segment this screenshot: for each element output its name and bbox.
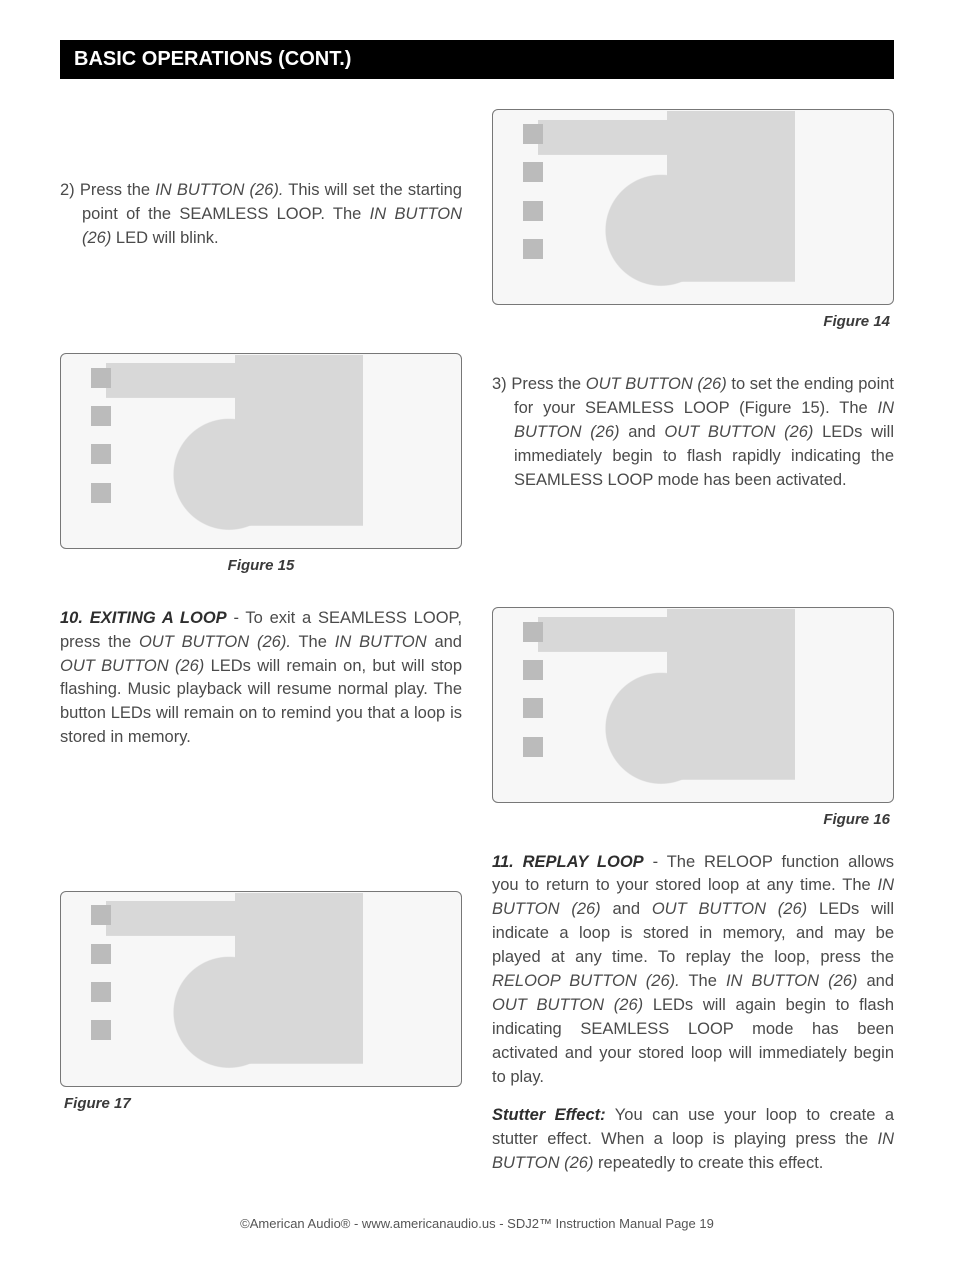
figure-17-container: Figure 17	[60, 851, 462, 1115]
footer-text: ©American Audio® - www.americanaudio.us …	[240, 1216, 714, 1231]
sec11-text: 11. REPLAY LOOP - The RELOOP function al…	[492, 851, 894, 1176]
sec10-text: 10. EXITING A LOOP - To exit a SEAMLESS …	[60, 607, 462, 751]
row-step2: 2) Press the IN BUTTON (26). This will s…	[60, 109, 894, 333]
section-title: BASIC OPERATIONS (CONT.)	[74, 48, 351, 70]
step3-prefix: 3)	[492, 375, 511, 393]
sec11-t5: and	[857, 972, 894, 990]
out-button-ref3: OUT BUTTON (26).	[139, 633, 291, 651]
out-button-ref6: OUT BUTTON (26)	[492, 996, 643, 1014]
page-footer: ©American Audio® - www.americanaudio.us …	[60, 1216, 894, 1231]
figure-15-image	[60, 353, 462, 549]
step3-t3: and	[620, 423, 665, 441]
sec11-lead: 11. REPLAY LOOP	[492, 853, 644, 871]
sec10-t3: and	[427, 633, 462, 651]
row-sec11: Figure 17 11. REPLAY LOOP - The RELOOP f…	[60, 851, 894, 1176]
stutter-t2: repeatedly to create this effect.	[593, 1154, 823, 1172]
reloop-button-ref: RELOOP BUTTON (26).	[492, 972, 680, 990]
sec10-t2: The	[291, 633, 335, 651]
section-header: BASIC OPERATIONS (CONT.)	[60, 40, 894, 79]
step2-t1: Press the	[80, 181, 155, 199]
figure-14-caption: Figure 14	[823, 311, 890, 333]
out-button-ref4: OUT BUTTON (26)	[60, 657, 204, 675]
in-button-ref4: IN BUTTON	[335, 633, 427, 651]
sec11-t2: and	[601, 900, 652, 918]
stutter-lead: Stutter Effect:	[492, 1106, 606, 1124]
sec11-t4: The	[680, 972, 726, 990]
figure-15-container: Figure 15	[60, 353, 462, 577]
figure-16-container: Figure 16	[492, 607, 894, 831]
in-button-ref: IN BUTTON (26).	[155, 181, 283, 199]
step3-text: 3) Press the OUT BUTTON (26) to set the …	[492, 353, 894, 493]
figure-16-image	[492, 607, 894, 803]
step2-text: 2) Press the IN BUTTON (26). This will s…	[60, 109, 462, 251]
out-button-ref2: OUT BUTTON (26)	[664, 423, 813, 441]
step2-t3: LED will blink.	[111, 229, 218, 247]
step3-t1: Press the	[511, 375, 585, 393]
sec10-lead: 10. EXITING A LOOP	[60, 609, 227, 627]
in-button-ref6: IN BUTTON (26)	[726, 972, 857, 990]
figure-16-caption: Figure 16	[823, 809, 890, 831]
figure-14-container: Figure 14	[492, 109, 894, 333]
figure-14-image	[492, 109, 894, 305]
row-sec10: 10. EXITING A LOOP - To exit a SEAMLESS …	[60, 607, 894, 831]
figure-17-image	[60, 891, 462, 1087]
step2-prefix: 2)	[60, 181, 80, 199]
figure-15-caption: Figure 15	[228, 555, 295, 577]
out-button-ref5: OUT BUTTON (26)	[652, 900, 807, 918]
figure-17-caption: Figure 17	[64, 1093, 131, 1115]
page-content: 2) Press the IN BUTTON (26). This will s…	[60, 109, 894, 1176]
out-button-ref: OUT BUTTON (26)	[586, 375, 727, 393]
row-step3: Figure 15 3) Press the OUT BUTTON (26) t…	[60, 353, 894, 577]
